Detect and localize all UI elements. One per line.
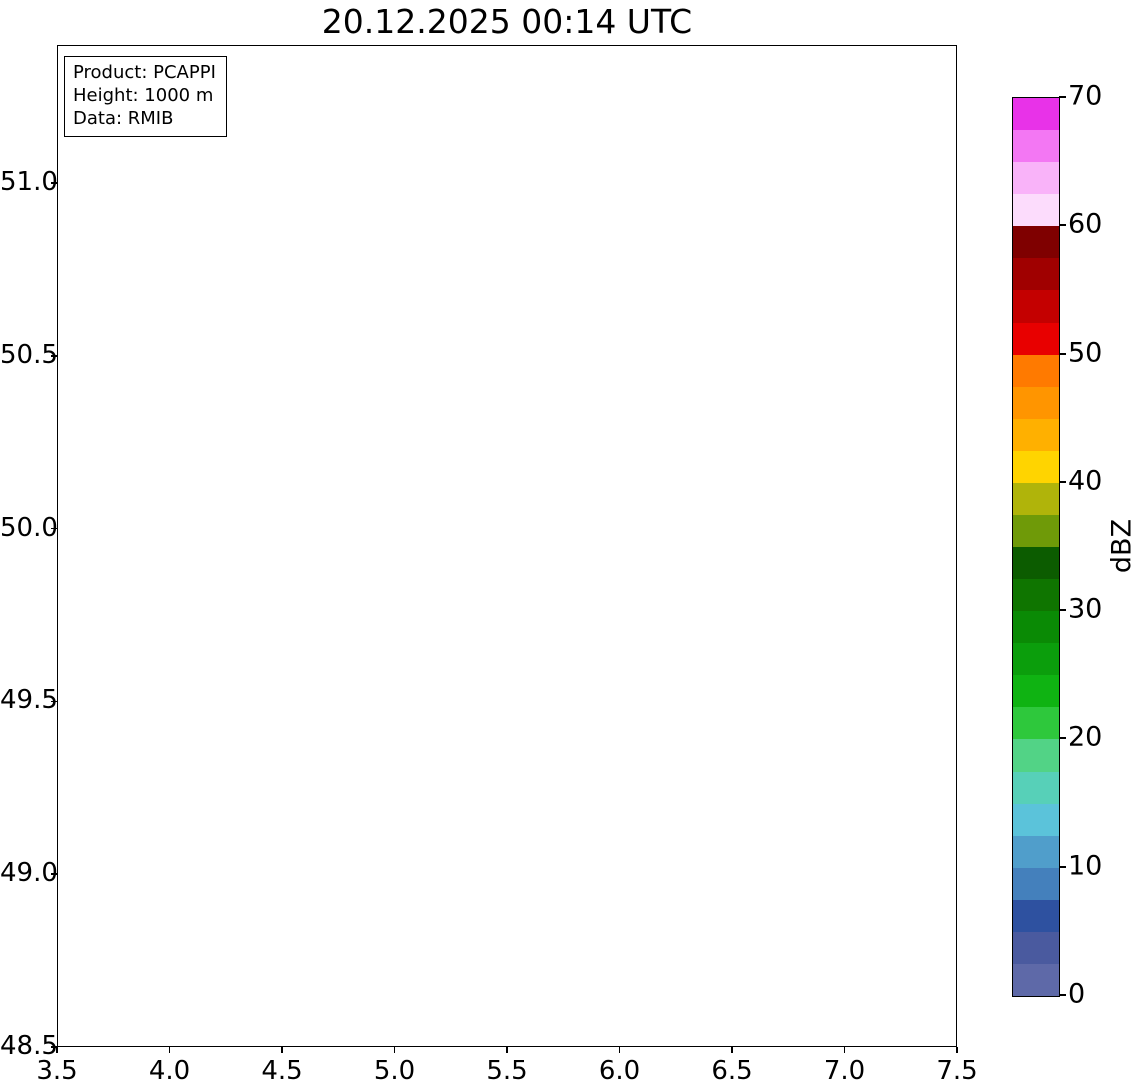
colorbar-segment bbox=[1013, 867, 1059, 900]
colorbar-segment bbox=[1013, 354, 1059, 387]
colorbar-tick-label: 40 bbox=[1068, 465, 1103, 497]
colorbar-segment bbox=[1013, 642, 1059, 676]
x-tick-label: 7.0 bbox=[823, 1056, 866, 1084]
colorbar-segment bbox=[1013, 835, 1059, 868]
x-tick bbox=[618, 1047, 621, 1053]
y-tick bbox=[51, 527, 57, 530]
colorbar-tick bbox=[1059, 609, 1066, 612]
y-tick bbox=[51, 182, 57, 184]
x-tick bbox=[506, 1047, 508, 1053]
colorbar-segment bbox=[1013, 257, 1059, 291]
colorbar-tick-label: 0 bbox=[1068, 978, 1086, 1010]
x-tick-label: 4.0 bbox=[148, 1056, 191, 1084]
y-tick bbox=[51, 700, 57, 703]
colorbar-tick bbox=[1059, 737, 1066, 740]
colorbar-tick bbox=[1059, 224, 1066, 227]
x-tick-label: 6.0 bbox=[598, 1056, 641, 1084]
colorbar-tick bbox=[1059, 96, 1066, 98]
colorbar-segment bbox=[1013, 289, 1059, 323]
colorbar-segment bbox=[1013, 706, 1059, 740]
x-tick-label: 4.5 bbox=[261, 1056, 303, 1084]
colorbar-tick-label: 60 bbox=[1068, 208, 1103, 240]
colorbar-tick-label: 20 bbox=[1068, 721, 1103, 753]
colorbar-segment bbox=[1013, 482, 1059, 515]
y-tick-label: 50.0 bbox=[0, 512, 58, 543]
colorbar-segment bbox=[1013, 514, 1059, 547]
colorbar-segment bbox=[1013, 771, 1059, 804]
colorbar-segment bbox=[1013, 931, 1059, 964]
plot-frame bbox=[57, 45, 957, 1047]
x-tick bbox=[56, 1047, 58, 1053]
colorbar-tick bbox=[1059, 480, 1066, 483]
colorbar-segment bbox=[1013, 322, 1059, 355]
x-tick-label: 3.5 bbox=[36, 1056, 78, 1084]
colorbar-segment bbox=[1013, 450, 1059, 483]
product-line: Product: PCAPPI bbox=[73, 62, 216, 83]
colorbar-tick-label: 10 bbox=[1068, 849, 1103, 881]
y-tick-label: 49.5 bbox=[0, 685, 58, 716]
colorbar-segment bbox=[1013, 963, 1059, 996]
colorbar-segment bbox=[1013, 225, 1059, 259]
colorbar-segment bbox=[1013, 418, 1059, 451]
colorbar-tick bbox=[1059, 352, 1066, 355]
colorbar-tick-label: 30 bbox=[1068, 593, 1103, 625]
colorbar-segment bbox=[1013, 738, 1059, 772]
data-source-line: Data: RMIB bbox=[73, 108, 174, 129]
x-tick-label: 6.5 bbox=[711, 1056, 753, 1084]
x-tick-label: 5.0 bbox=[373, 1056, 416, 1084]
x-tick bbox=[956, 1047, 958, 1053]
y-tick-label: 51.0 bbox=[0, 167, 58, 198]
colorbar-segment bbox=[1013, 386, 1059, 419]
colorbar-segment bbox=[1013, 129, 1059, 163]
colorbar-tick-label: 70 bbox=[1068, 80, 1103, 112]
colorbar-segment bbox=[1013, 193, 1059, 227]
colorbar-label: dBZ bbox=[1106, 518, 1138, 574]
x-tick bbox=[393, 1047, 396, 1053]
colorbar-tick-label: 50 bbox=[1068, 336, 1103, 368]
y-tick-label: 48.5 bbox=[0, 1031, 58, 1061]
colorbar-segment bbox=[1013, 546, 1059, 580]
colorbar-tick bbox=[1059, 994, 1066, 996]
colorbar-segment bbox=[1013, 803, 1059, 836]
colorbar-tick bbox=[1059, 865, 1066, 868]
plot-title: 20.12.2025 00:14 UTC bbox=[321, 2, 693, 41]
colorbar-segment bbox=[1013, 674, 1059, 708]
y-tick-label: 49.0 bbox=[0, 858, 58, 889]
x-tick bbox=[281, 1047, 283, 1053]
height-line: Height: 1000 m bbox=[73, 85, 214, 106]
colorbar-segment bbox=[1013, 899, 1059, 932]
x-tick-label: 7.5 bbox=[936, 1056, 978, 1084]
x-tick bbox=[731, 1047, 733, 1053]
y-tick bbox=[51, 873, 57, 875]
colorbar-segment bbox=[1013, 610, 1059, 644]
product-info-box: Product: PCAPPI Height: 1000 m Data: RMI… bbox=[64, 56, 227, 137]
colorbar-segment bbox=[1013, 97, 1059, 131]
x-tick bbox=[168, 1047, 171, 1053]
y-tick bbox=[51, 1046, 57, 1048]
colorbar bbox=[1012, 97, 1060, 997]
colorbar-segment bbox=[1013, 578, 1059, 612]
y-tick bbox=[51, 355, 57, 357]
x-tick-label: 5.5 bbox=[486, 1056, 528, 1084]
x-tick bbox=[843, 1047, 846, 1053]
y-tick-label: 50.5 bbox=[0, 339, 58, 370]
colorbar-segment bbox=[1013, 161, 1059, 195]
